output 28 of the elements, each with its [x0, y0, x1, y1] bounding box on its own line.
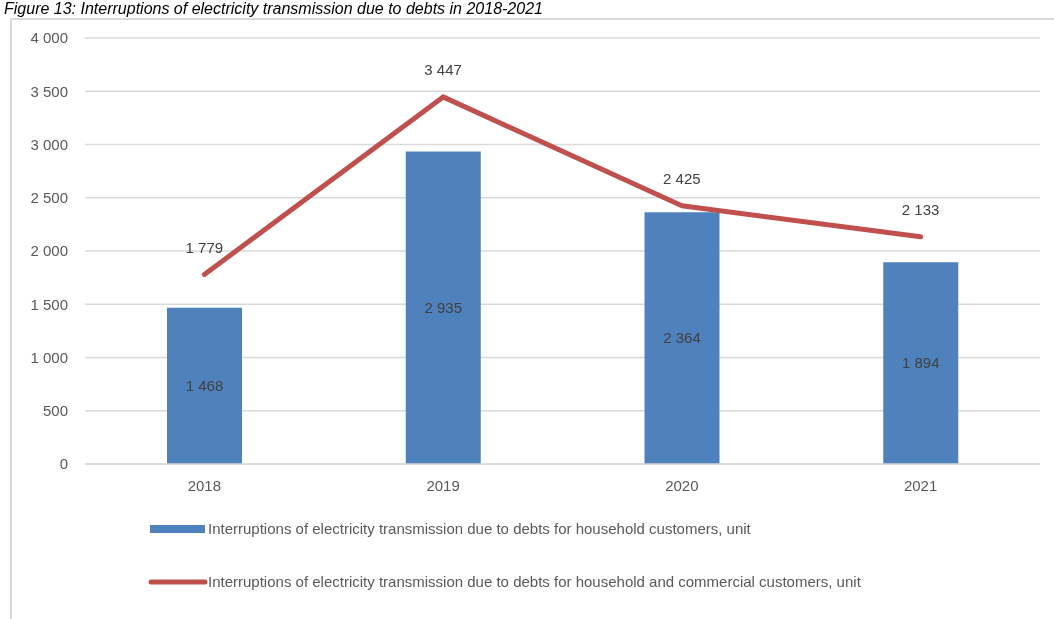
- y-tick-label: 2 000: [30, 242, 68, 260]
- bar: [883, 262, 959, 464]
- y-tick-label: 500: [42, 402, 68, 420]
- data-label: 1 779: [185, 238, 224, 256]
- y-tick-label: 1 500: [30, 295, 68, 313]
- data-label: 2 364: [663, 329, 701, 347]
- data-label: 2 935: [424, 299, 463, 317]
- y-tick-label: 2 500: [30, 189, 68, 207]
- data-label: 2 425: [663, 169, 701, 187]
- x-tick-label: 2019: [426, 476, 460, 494]
- bar: [644, 212, 720, 464]
- x-tick-label: 2021: [903, 476, 938, 494]
- chart-title: Figure 13: Interruptions of electricity transmission due to debts in 2018-2021: [4, 0, 543, 17]
- data-label: 1 894: [901, 354, 940, 372]
- bar: [167, 307, 242, 464]
- y-tick-label: 4 000: [30, 29, 68, 47]
- legend-label: Interruptions of electricity transmission due to debts for household customers, unit: [208, 520, 751, 537]
- y-tick-label: 3 500: [30, 82, 68, 100]
- data-label: 1 468: [185, 377, 224, 395]
- y-tick-label: 3 000: [30, 135, 68, 153]
- y-tick-label: 1 000: [30, 348, 68, 366]
- x-tick-label: 2018: [187, 476, 222, 494]
- bar: [405, 151, 481, 464]
- data-label: 2 133: [901, 200, 940, 218]
- legend-label: Interruptions of electricity transmission due to debts for household and commercial customers, unit: [208, 573, 861, 590]
- x-tick-label: 2020: [665, 476, 699, 494]
- data-label: 3 447: [424, 60, 462, 78]
- y-tick-label: 0: [59, 455, 68, 473]
